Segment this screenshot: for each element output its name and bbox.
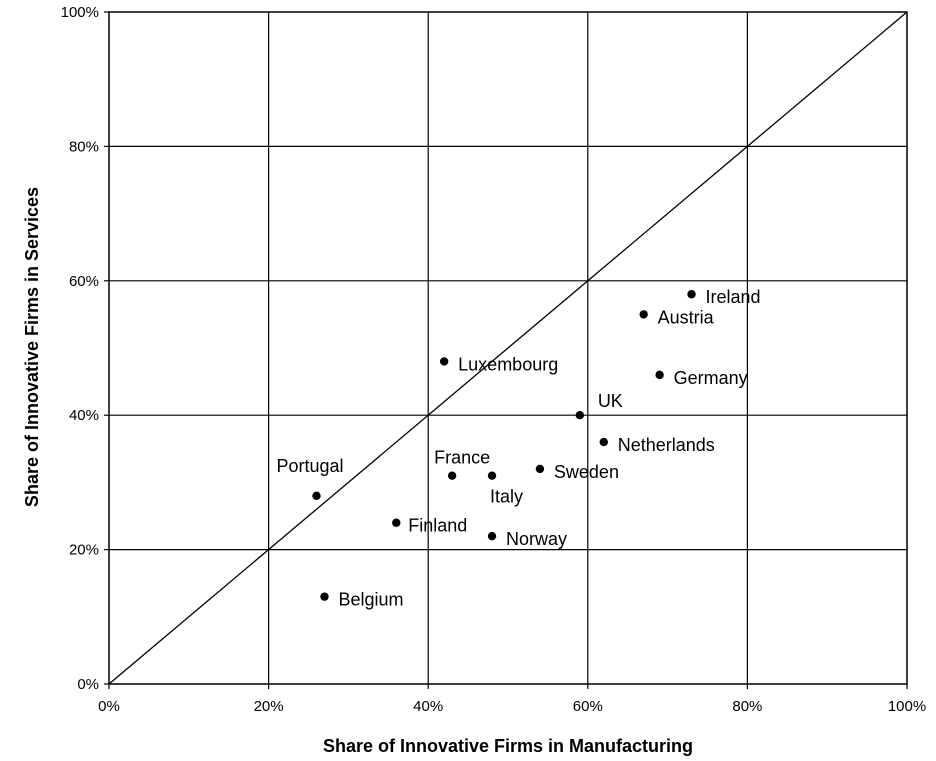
point-germany xyxy=(655,370,664,380)
plot-area-frame xyxy=(108,11,908,685)
y-tick-label: 80% xyxy=(69,138,99,155)
y-tick-label: 40% xyxy=(69,407,99,424)
point-portugal xyxy=(312,491,321,501)
y-tick-label: 20% xyxy=(69,542,99,559)
x-tick-label: 0% xyxy=(98,698,120,715)
point-netherlands xyxy=(599,437,608,447)
point-label-italy: Italy xyxy=(490,487,523,507)
point-label-france: France xyxy=(434,448,490,468)
point-label-netherlands: Netherlands xyxy=(618,435,715,455)
y-axis-ticks: 0% 20% 40% 60% 80% 100% xyxy=(61,4,109,693)
point-label-luxembourg: Luxembourg xyxy=(458,354,558,374)
point-france xyxy=(447,471,457,480)
point-label-ireland: Ireland xyxy=(706,287,761,307)
point-uk xyxy=(575,411,585,420)
point-label-germany: Germany xyxy=(674,368,748,388)
y-tick-label: 60% xyxy=(69,273,99,290)
point-norway xyxy=(487,531,497,541)
x-tick-label: 80% xyxy=(732,698,762,715)
point-italy xyxy=(487,471,497,480)
x-tick-label: 100% xyxy=(888,698,926,715)
point-label-norway: Norway xyxy=(506,529,567,549)
point-belgium xyxy=(320,592,329,601)
x-tick-label: 40% xyxy=(413,698,443,715)
y-tick-label: 0% xyxy=(77,676,99,693)
point-label-belgium: Belgium xyxy=(338,590,403,610)
y-axis-title: Share of Innovative Firms in Services xyxy=(22,187,42,507)
point-ireland xyxy=(687,290,696,299)
point-label-sweden: Sweden xyxy=(554,462,619,482)
x-axis-title: Share of Innovative Firms in Manufacturi… xyxy=(323,736,693,756)
point-label-portugal: Portugal xyxy=(276,456,343,476)
point-label-austria: Austria xyxy=(658,307,715,327)
grid-lines xyxy=(109,12,907,684)
point-label-finland: Finland xyxy=(408,516,467,536)
point-sweden xyxy=(535,464,545,474)
x-tick-label: 60% xyxy=(573,698,603,715)
x-axis-ticks: 0% 20% 40% 60% 80% 100% xyxy=(98,684,926,715)
x-tick-label: 20% xyxy=(254,698,284,715)
reference-diagonal-line xyxy=(108,11,908,685)
point-austria xyxy=(639,310,648,319)
y-tick-label: 100% xyxy=(61,4,99,21)
point-label-uk: UK xyxy=(598,391,623,411)
point-luxembourg xyxy=(439,357,449,366)
point-finland xyxy=(392,518,401,527)
